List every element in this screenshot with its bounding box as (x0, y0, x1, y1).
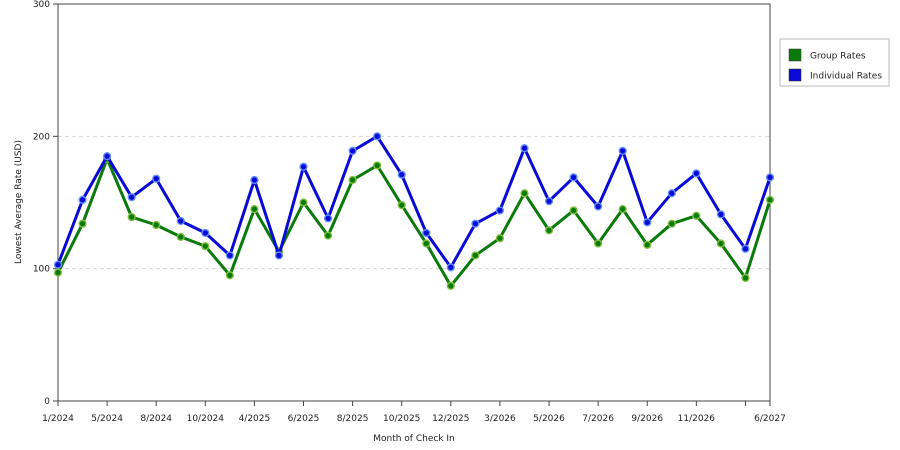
series-line-group-rates (56, 157, 772, 288)
data-point-individual-rates (299, 162, 308, 171)
x-tick-label: 8/2025 (337, 414, 369, 424)
x-tick-label: 5/2024 (91, 414, 123, 424)
data-point-group-rates (78, 219, 87, 228)
data-point-individual-rates (667, 189, 676, 198)
data-point-group-rates (127, 212, 136, 222)
data-point-group-rates (692, 211, 701, 220)
data-point-individual-rates (103, 152, 112, 161)
data-point-group-rates (643, 240, 652, 249)
data-point-individual-rates (471, 219, 480, 228)
data-point-individual-rates (692, 169, 701, 178)
data-point-individual-rates (348, 146, 357, 155)
data-point-group-rates (446, 281, 455, 290)
data-point-group-rates (471, 251, 480, 260)
x-axis-title: Month of Check In (373, 434, 455, 444)
data-point-individual-rates (274, 251, 284, 260)
data-point-individual-rates (765, 173, 775, 182)
y-tick-label: 200 (33, 132, 50, 142)
data-point-group-rates (176, 232, 185, 242)
data-point-individual-rates (495, 206, 505, 215)
data-point-group-rates (225, 271, 234, 280)
data-point-individual-rates (397, 170, 406, 179)
data-point-individual-rates (594, 202, 603, 211)
data-point-group-rates (299, 198, 308, 207)
data-point-individual-rates (250, 175, 259, 185)
data-point-individual-rates (53, 260, 63, 269)
data-point-group-rates (323, 231, 333, 240)
data-point-group-rates (765, 195, 775, 204)
data-point-individual-rates (323, 214, 333, 223)
data-point-group-rates (53, 268, 63, 277)
x-tick-label: 5/2026 (533, 414, 565, 424)
y-tick-label: 0 (44, 397, 50, 407)
data-point-group-rates (544, 226, 554, 235)
data-point-group-rates (422, 239, 431, 248)
data-point-individual-rates (741, 244, 750, 253)
series-layer (53, 132, 775, 290)
data-point-individual-rates (643, 218, 652, 227)
data-point-group-rates (373, 161, 382, 170)
x-tick-label: 6/2027 (754, 414, 786, 424)
x-tick-label: 4/2025 (239, 414, 271, 424)
data-point-individual-rates (201, 228, 210, 238)
legend-swatch-individual-rates (788, 68, 802, 82)
legend: Group Rates Individual Rates (779, 38, 890, 87)
data-point-individual-rates (544, 197, 554, 206)
data-point-individual-rates (422, 228, 431, 238)
data-point-group-rates (569, 206, 578, 215)
x-tick-label: 7/2026 (582, 414, 614, 424)
data-point-group-rates (201, 242, 210, 251)
series-line-individual-rates (56, 134, 772, 269)
data-point-individual-rates (78, 195, 87, 204)
data-point-group-rates (152, 220, 161, 230)
data-point-individual-rates (618, 146, 627, 155)
x-tick-label: 12/2025 (432, 414, 469, 424)
x-tick-label: 10/2024 (187, 414, 225, 424)
data-point-group-rates (520, 189, 529, 198)
x-tick-label: 10/2025 (383, 414, 420, 424)
data-point-individual-rates (373, 132, 382, 141)
data-point-group-rates (667, 219, 676, 228)
x-tick-label: 9/2026 (631, 414, 663, 424)
x-tick-label: 3/2026 (484, 414, 516, 424)
data-point-individual-rates (446, 263, 455, 272)
legend-label-group-rates: Group Rates (810, 52, 866, 62)
axis-layer: 0 100 200 300 1/2024 5/2024 8/2024 10/2024 4/202… (33, 0, 786, 424)
data-point-individual-rates (127, 193, 136, 202)
series-group-rates (53, 154, 775, 290)
data-point-individual-rates (569, 173, 578, 182)
data-point-group-rates (397, 201, 406, 210)
data-point-group-rates (594, 239, 603, 248)
data-point-individual-rates (716, 210, 725, 219)
y-axis-title: Lowest Average Rate (USD) (14, 140, 24, 264)
series-individual-rates (53, 132, 775, 272)
data-point-group-rates (741, 273, 750, 283)
data-point-individual-rates (520, 144, 529, 153)
data-point-group-rates (348, 175, 357, 185)
y-tick-label: 300 (33, 0, 50, 10)
data-point-individual-rates (176, 216, 185, 226)
data-point-individual-rates (225, 251, 234, 260)
x-tick-label: 6/2025 (288, 414, 320, 424)
data-point-group-rates (618, 205, 627, 214)
y-tick-label: 100 (33, 265, 50, 275)
x-tick-label: 8/2024 (140, 414, 172, 424)
data-point-individual-rates (152, 174, 161, 183)
x-tick-label: 11/2026 (678, 414, 716, 424)
legend-label-individual-rates: Individual Rates (810, 72, 882, 82)
data-point-group-rates (495, 234, 505, 243)
data-point-group-rates (716, 239, 725, 248)
x-tick-label: 1/2024 (42, 414, 74, 424)
legend-swatch-group-rates (788, 48, 802, 62)
data-point-group-rates (250, 205, 259, 214)
